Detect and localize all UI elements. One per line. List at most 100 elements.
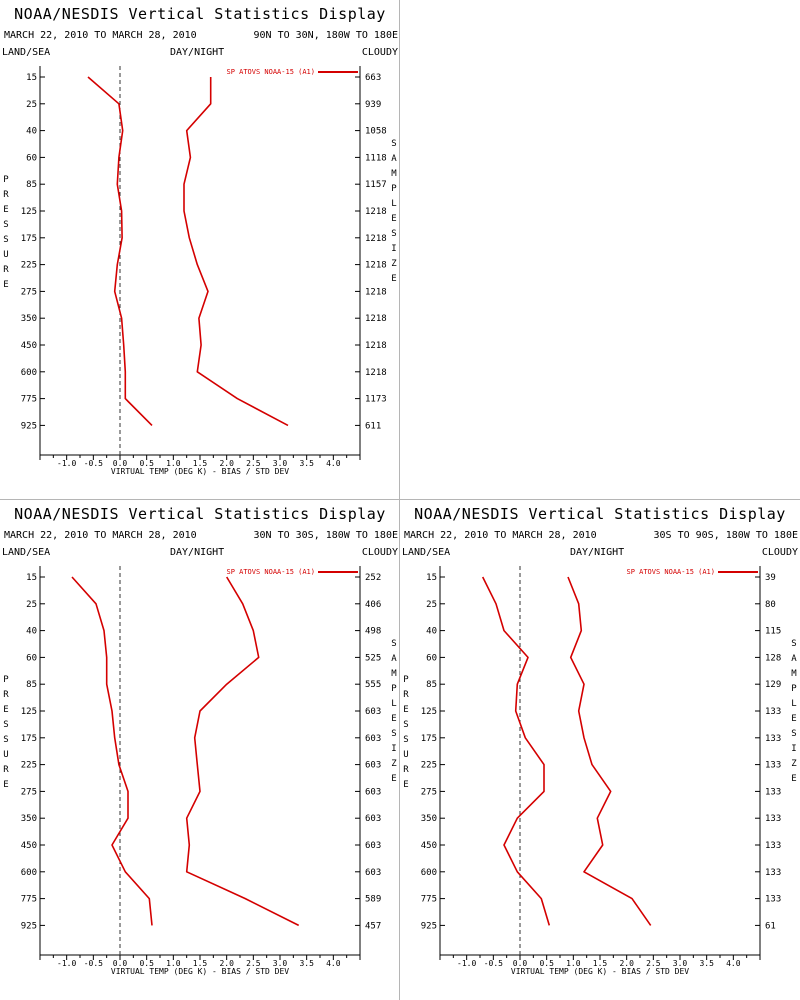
sample-size-label: 555 [365, 680, 381, 690]
pressure-level-label: 925 [421, 921, 437, 931]
x-tick-label: 0.5 [139, 959, 154, 968]
sample-size-label: 80 [765, 600, 776, 610]
sample-size-label: 1218 [365, 234, 387, 244]
sample-size-label: 603 [365, 707, 381, 717]
x-tick-label: 3.0 [673, 959, 688, 968]
pressure-level-label: 225 [21, 761, 37, 771]
pressure-level-label: 925 [21, 421, 37, 431]
legend-label: SP ATOVS NOAA-15 (A1) [626, 568, 715, 576]
land-sea-label: LAND/SEA [2, 547, 51, 558]
sample-size-label: 133 [765, 868, 781, 878]
sample-size-label: 589 [365, 895, 381, 905]
pressure-level-label: 15 [26, 573, 37, 583]
std-dev-line [185, 576, 300, 927]
pressure-level-label: 85 [26, 680, 37, 690]
pressure-level-label: 450 [421, 841, 437, 851]
pressure-level-label: 225 [421, 761, 437, 771]
pressure-level-label: 85 [426, 680, 437, 690]
x-tick-label: -1.0 [57, 459, 76, 468]
sample-size-label: 1218 [365, 314, 387, 324]
x-tick-label: -1.0 [457, 959, 476, 968]
sample-size-label: 406 [365, 600, 381, 610]
pressure-level-label: 125 [421, 707, 437, 717]
pressure-level-label: 600 [21, 868, 37, 878]
pressure-level-label: 350 [21, 814, 37, 824]
day-night-label: DAY/NIGHT [570, 547, 625, 558]
region-label: 90N TO 30N, 180W TO 180E [253, 30, 399, 41]
pressure-level-label: 775 [421, 895, 437, 905]
legend-label: SP ATOVS NOAA-15 (A1) [226, 68, 315, 76]
x-axis-title: VIRTUAL TEMP (DEG K) - BIAS / STD DEV [511, 967, 689, 976]
date-range: MARCH 22, 2010 TO MARCH 28, 2010 [404, 530, 597, 541]
pressure-level-label: 600 [421, 868, 437, 878]
x-tick-label: -0.5 [84, 459, 103, 468]
x-tick-label: 4.0 [326, 959, 341, 968]
x-tick-label: 3.0 [273, 959, 288, 968]
sample-size-label: 1118 [365, 153, 387, 163]
pressure-level-label: 275 [21, 787, 37, 797]
x-axis-title: VIRTUAL TEMP (DEG K) - BIAS / STD DEV [111, 967, 289, 976]
cloudy-label: CLOUDY [761, 547, 798, 558]
sample-size-label: 39 [765, 573, 776, 583]
sample-size-label: 457 [365, 921, 381, 931]
sample-size-label: 1218 [365, 261, 387, 271]
sample-size-axis-title: SAMPLESIZE [391, 639, 397, 784]
sample-size-label: 1218 [365, 368, 387, 378]
sample-size-axis-title: SAMPLESIZE [791, 639, 797, 784]
pressure-axis-title: PRESSURE [3, 175, 9, 290]
x-tick-label: 1.5 [593, 959, 608, 968]
x-tick-label: 0.5 [539, 959, 554, 968]
pressure-level-label: 60 [26, 653, 37, 663]
sample-size-label: 603 [365, 868, 381, 878]
pressure-level-label: 60 [26, 153, 37, 163]
pressure-level-label: 175 [21, 734, 37, 744]
sample-size-label: 1157 [365, 180, 387, 190]
x-tick-label: 2.5 [246, 459, 261, 468]
bias-line [71, 576, 153, 926]
sample-size-label: 133 [765, 787, 781, 797]
sample-size-label: 1173 [365, 395, 387, 405]
sample-size-label: 1218 [365, 287, 387, 297]
land-sea-label: LAND/SEA [402, 547, 451, 558]
sample-size-label: 61 [765, 921, 776, 931]
panel-title: NOAA/NESDIS Vertical Statistics Display [414, 505, 786, 523]
land-sea-label: LAND/SEA [2, 47, 51, 58]
vertical-divider [399, 0, 400, 1000]
pressure-level-label: 450 [21, 341, 37, 351]
cloudy-label: CLOUDY [361, 547, 398, 558]
day-night-label: DAY/NIGHT [170, 547, 225, 558]
region-label: 30S TO 90S, 180W TO 180E [653, 530, 799, 541]
region-label: 30N TO 30S, 180W TO 180E [253, 530, 399, 541]
sample-size-axis-title: SAMPLESIZE [391, 139, 397, 284]
pressure-axis-title: PRESSURE [3, 675, 9, 790]
pressure-level-label: 225 [21, 261, 37, 271]
sample-size-label: 133 [765, 895, 781, 905]
sample-size-label: 115 [765, 627, 781, 637]
x-tick-label: -1.0 [57, 959, 76, 968]
pressure-level-label: 15 [426, 573, 437, 583]
pressure-level-label: 15 [26, 73, 37, 83]
x-tick-label: 1.0 [166, 959, 181, 968]
pressure-level-label: 350 [421, 814, 437, 824]
x-tick-label: 1.0 [166, 459, 181, 468]
sample-size-label: 129 [765, 680, 781, 690]
sample-size-label: 1218 [365, 341, 387, 351]
x-tick-label: 1.5 [193, 459, 208, 468]
pressure-level-label: 925 [21, 921, 37, 931]
sample-size-label: 252 [365, 573, 381, 583]
x-tick-label: 4.0 [326, 459, 341, 468]
pressure-level-label: 600 [21, 368, 37, 378]
pressure-level-label: 40 [26, 627, 37, 637]
x-tick-label: 3.5 [299, 959, 314, 968]
x-tick-label: 2.5 [246, 959, 261, 968]
x-tick-label: 4.0 [726, 959, 741, 968]
pressure-level-label: 125 [21, 707, 37, 717]
sample-size-label: 1058 [365, 127, 387, 137]
sample-size-label: 611 [365, 421, 381, 431]
date-range: MARCH 22, 2010 TO MARCH 28, 2010 [4, 530, 197, 541]
pressure-level-label: 25 [426, 600, 437, 610]
std-dev-line [567, 576, 652, 926]
pressure-level-label: 275 [421, 787, 437, 797]
sample-size-label: 603 [365, 734, 381, 744]
std-dev-line [183, 77, 289, 427]
